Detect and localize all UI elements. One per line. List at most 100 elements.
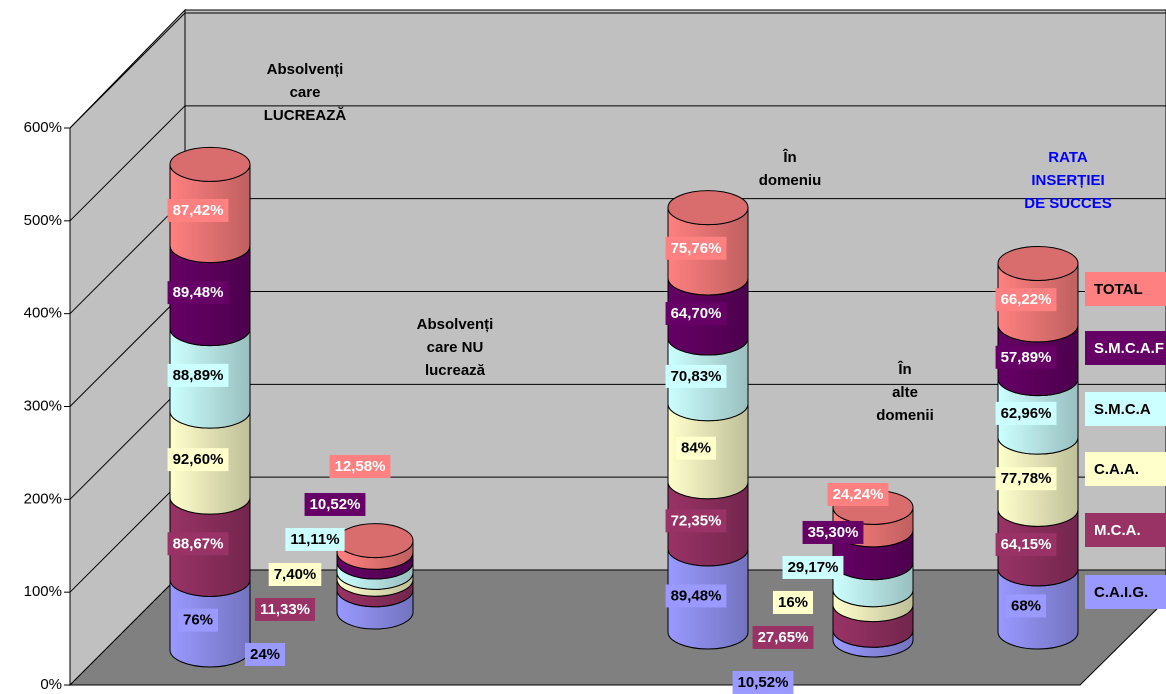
annotation-line: RATA	[1048, 149, 1088, 166]
legend-swatch	[1085, 392, 1166, 426]
y-tick-label: 0%	[40, 676, 62, 693]
value-label: 66,22%	[1001, 291, 1052, 308]
value-label: 10,52%	[738, 674, 789, 691]
annotation-line: care NU	[427, 339, 484, 356]
annotation-line: domenii	[876, 407, 934, 424]
value-label-box	[167, 363, 229, 387]
value-label: 68%	[1011, 597, 1041, 614]
legend-label: M.C.A.	[1094, 522, 1141, 539]
value-label-box	[254, 597, 316, 621]
annotation-line: domeniu	[759, 172, 822, 189]
value-label: 12,58%	[335, 458, 386, 475]
value-label-box	[167, 281, 229, 305]
annotation: Absolvenți care NU lucrează	[417, 316, 494, 379]
value-label: 24,24%	[833, 486, 884, 503]
value-label: 92,60%	[173, 451, 224, 468]
value-label: 11,11%	[290, 531, 339, 548]
value-label-box	[304, 492, 366, 516]
value-label-box	[675, 436, 717, 460]
cylinder-top	[336, 523, 414, 559]
legend-label: S.M.C.A	[1094, 401, 1151, 418]
value-label: 11,33%	[260, 601, 310, 618]
value-label-box	[732, 670, 794, 694]
value-label: 64,15%	[1001, 536, 1052, 553]
value-label: 57,89%	[1001, 349, 1052, 366]
value-label-box	[665, 364, 727, 388]
annotation: Absolvenți care LUCREAZĂ	[264, 61, 347, 124]
value-label: 62,96%	[1001, 405, 1052, 422]
value-label-box	[285, 527, 345, 551]
cylinder-top	[169, 146, 251, 182]
annotation-line: În	[897, 360, 911, 378]
annotation-line: În	[782, 148, 796, 166]
y-tick-label: 600%	[24, 119, 62, 136]
value-label-box	[665, 509, 727, 533]
legend-swatch	[1085, 575, 1166, 609]
annotation-line: Absolvenți	[267, 61, 344, 78]
value-label-box	[995, 467, 1057, 491]
legend-label: TOTAL	[1094, 281, 1143, 298]
value-label-box	[752, 625, 814, 649]
value-label: 64,70%	[671, 305, 722, 322]
value-label-box	[167, 198, 229, 222]
annotation-line: DE SUCCES	[1024, 195, 1112, 212]
legend-swatch	[1085, 331, 1166, 365]
value-label: 77,78%	[1001, 470, 1052, 487]
value-label-box	[167, 532, 229, 556]
value-label: 10,52%	[310, 496, 361, 513]
value-label-box	[329, 454, 391, 478]
annotation: În alte domenii	[876, 360, 934, 424]
y-tick-label: 300%	[24, 397, 62, 414]
legend-swatch	[1085, 272, 1166, 306]
value-label-box	[827, 482, 889, 506]
annotation-line: INSERȚIEI	[1031, 172, 1104, 189]
value-label: 27,65%	[758, 629, 809, 646]
value-label-box	[995, 288, 1057, 312]
value-label-box	[1005, 594, 1047, 618]
value-label-box	[772, 590, 814, 614]
value-label: 88,67%	[173, 535, 224, 552]
value-label-box	[802, 520, 864, 544]
value-label: 89,48%	[671, 587, 722, 604]
value-label: 16%	[778, 594, 808, 611]
value-label: 35,30%	[808, 524, 859, 541]
value-label: 84%	[681, 440, 711, 457]
value-label-box	[268, 562, 322, 586]
value-label-box	[782, 555, 844, 579]
value-label: 70,83%	[671, 368, 722, 385]
value-label-box	[665, 584, 727, 608]
cylinder-top	[997, 245, 1079, 281]
value-label: 76%	[183, 612, 213, 629]
value-label-box	[177, 608, 219, 632]
value-label: 7,40%	[274, 566, 317, 583]
cylinder-top	[667, 190, 749, 226]
legend-swatch	[1085, 513, 1166, 547]
annotation-line: lucrează	[425, 362, 486, 379]
y-tick-label: 200%	[24, 490, 62, 507]
value-label-box	[167, 448, 229, 472]
value-label: 75,76%	[671, 240, 722, 257]
value-label: 29,17%	[788, 559, 839, 576]
grid-line	[69, 291, 186, 407]
value-label: 89,48%	[173, 284, 224, 301]
y-tick-label: 400%	[24, 305, 62, 322]
value-label-box	[995, 345, 1057, 369]
grid-line	[69, 476, 186, 593]
value-label: 24%	[250, 646, 280, 663]
value-label-box	[244, 642, 286, 666]
grid-line	[69, 12, 186, 129]
annotation-line: Absolvenți	[417, 316, 494, 333]
annotation: În domeniu	[759, 148, 822, 189]
grid-line	[69, 105, 186, 222]
y-tick-label: 500%	[24, 212, 62, 229]
value-label: 88,89%	[173, 367, 224, 384]
annotation: RATA INSERȚIEI DE SUCCES	[1024, 149, 1112, 212]
y-tick-label: 100%	[24, 583, 62, 600]
legend-label: S.M.C.A.F	[1094, 340, 1164, 357]
legend-swatch	[1085, 452, 1166, 486]
annotation-line: alte	[892, 384, 918, 401]
value-label-box	[665, 236, 727, 260]
value-label: 72,35%	[671, 512, 722, 529]
grid-line	[69, 383, 186, 500]
